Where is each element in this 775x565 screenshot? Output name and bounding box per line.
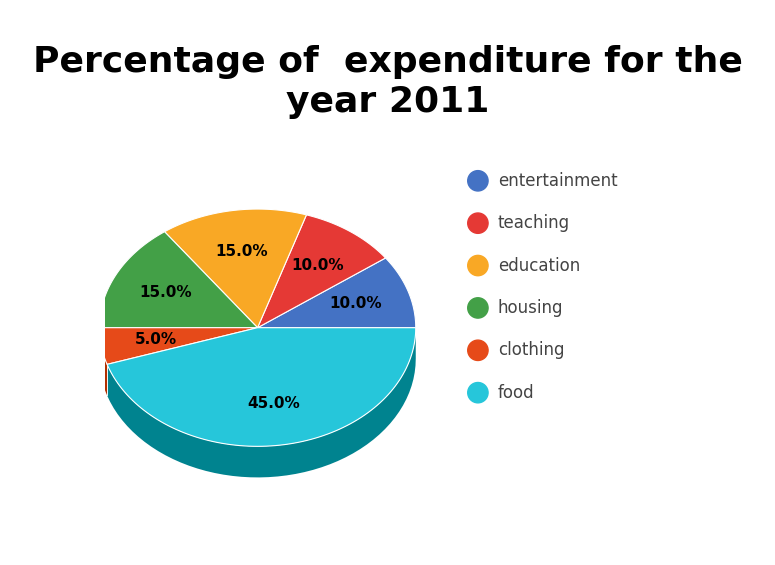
Circle shape <box>468 340 488 360</box>
Circle shape <box>468 383 488 403</box>
Circle shape <box>468 298 488 318</box>
Text: 15.0%: 15.0% <box>140 285 192 300</box>
Text: entertainment: entertainment <box>498 172 618 190</box>
Text: 45.0%: 45.0% <box>247 397 300 411</box>
Text: housing: housing <box>498 299 563 317</box>
Text: 5.0%: 5.0% <box>135 332 177 347</box>
Polygon shape <box>164 209 306 328</box>
Polygon shape <box>99 328 257 364</box>
Text: Percentage of  expenditure for the
year 2011: Percentage of expenditure for the year 2… <box>33 45 742 119</box>
Text: 10.0%: 10.0% <box>329 297 381 311</box>
Text: 10.0%: 10.0% <box>291 258 344 273</box>
Polygon shape <box>99 328 107 396</box>
Circle shape <box>468 255 488 276</box>
Text: 15.0%: 15.0% <box>215 244 268 259</box>
Circle shape <box>468 171 488 191</box>
Text: education: education <box>498 257 580 275</box>
Polygon shape <box>107 328 415 477</box>
Polygon shape <box>107 328 415 446</box>
Polygon shape <box>99 232 257 328</box>
Text: clothing: clothing <box>498 341 564 359</box>
Text: food: food <box>498 384 534 402</box>
Polygon shape <box>257 258 415 328</box>
Circle shape <box>468 213 488 233</box>
Polygon shape <box>257 215 385 328</box>
Text: teaching: teaching <box>498 214 570 232</box>
